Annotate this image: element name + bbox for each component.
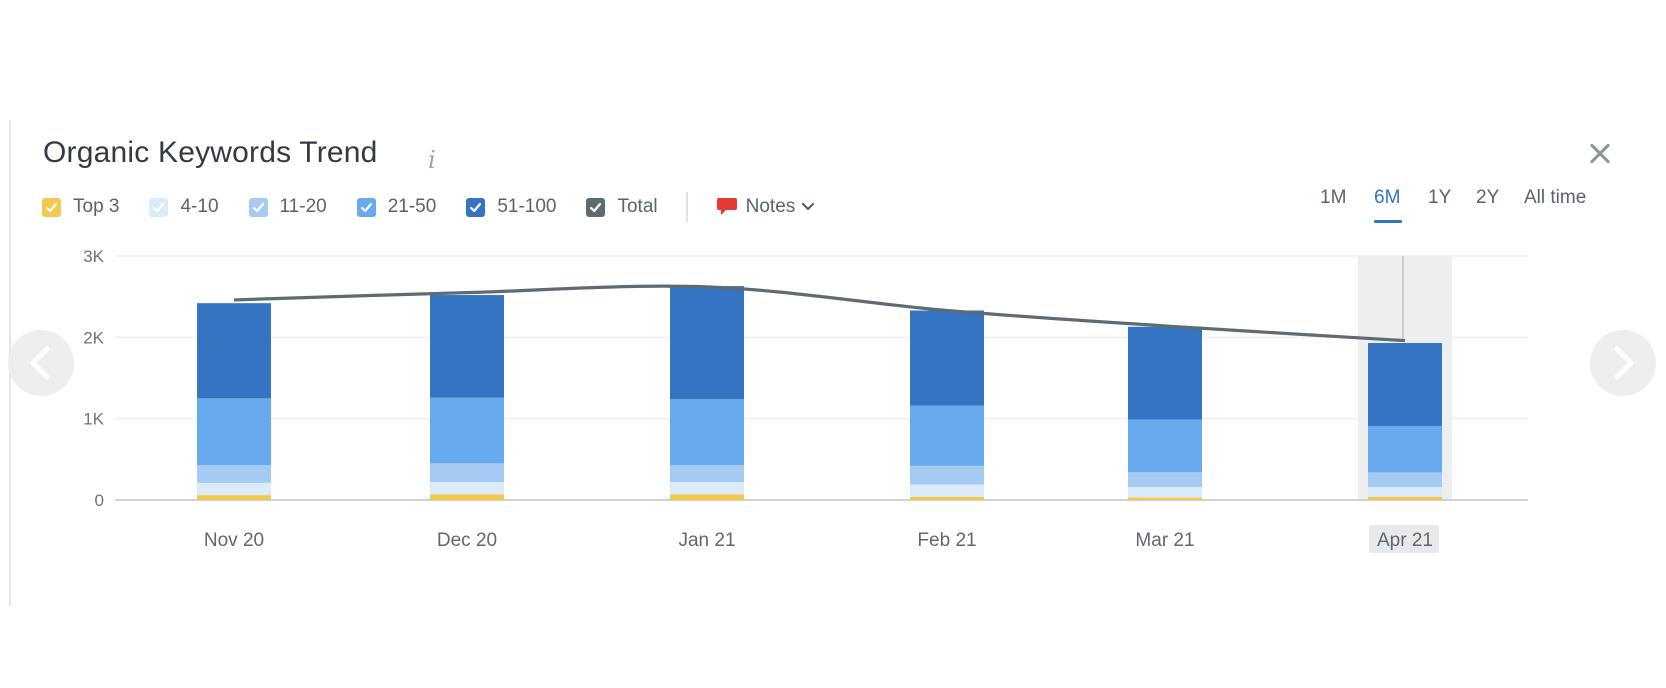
x-tick-label[interactable]: Nov 20 <box>204 530 264 551</box>
legend-label-top-3: Top 3 <box>73 196 120 217</box>
speech-bubble-icon <box>716 198 737 215</box>
bar-segment[interactable] <box>197 465 271 483</box>
bar-segment[interactable] <box>197 303 271 399</box>
bar-segment[interactable] <box>670 494 744 500</box>
bar-segment[interactable] <box>197 398 271 466</box>
previous-arrow-button[interactable] <box>8 330 74 396</box>
legend-label-11-20: 11-20 <box>279 196 327 217</box>
bar-segment[interactable] <box>910 496 984 500</box>
checkbox-icon[interactable] <box>248 197 268 217</box>
info-icon[interactable]: i <box>428 146 436 174</box>
chevron-left-icon <box>30 346 50 380</box>
x-tick-label[interactable]: Dec 20 <box>437 530 497 551</box>
bar-segment[interactable] <box>1368 496 1442 500</box>
bar-segment[interactable] <box>430 482 504 495</box>
bar-segment[interactable] <box>197 482 271 496</box>
bar-segment[interactable] <box>670 286 744 400</box>
bar-segment[interactable] <box>430 494 504 500</box>
bar-segment[interactable] <box>197 495 271 500</box>
y-tick-label: 2K <box>83 328 104 347</box>
bar-segment[interactable] <box>430 295 504 398</box>
checkbox-icon[interactable] <box>466 197 486 217</box>
bar-segment[interactable] <box>1128 497 1202 500</box>
period-1y[interactable]: 1Y <box>1428 187 1452 208</box>
bar-segment[interactable] <box>1368 486 1442 497</box>
selected-category-highlight <box>1369 525 1439 553</box>
period-1m[interactable]: 1M <box>1320 187 1347 208</box>
legend-label-4-10: 4-10 <box>180 196 219 217</box>
legend: Top 3 4-10 11-20 21-50 51-100 Total Note… <box>42 192 816 222</box>
next-arrow-button[interactable] <box>1590 330 1656 396</box>
x-tick-label[interactable]: Feb 21 <box>917 530 976 551</box>
y-tick-label: 1K <box>83 410 104 429</box>
checkbox-icon[interactable] <box>586 197 606 217</box>
notes-label: Notes <box>745 196 796 217</box>
legend-item-51-100[interactable]: 51-100 <box>466 196 556 218</box>
x-tick-label[interactable]: Apr 21 <box>1377 530 1433 551</box>
period-underline <box>1374 220 1402 223</box>
checkbox-icon[interactable] <box>149 197 169 217</box>
bar-segment[interactable] <box>1128 472 1202 487</box>
bar-segment[interactable] <box>1128 419 1202 473</box>
y-tick-label: 3K <box>83 247 104 266</box>
legend-item-top-3[interactable]: Top 3 <box>42 196 119 218</box>
chevron-right-icon <box>1614 346 1634 380</box>
legend-label-51-100: 51-100 <box>497 196 557 217</box>
bar-segment[interactable] <box>430 463 504 483</box>
checkbox-icon[interactable] <box>42 197 61 217</box>
bar-segment[interactable] <box>670 399 744 466</box>
period-6m[interactable]: 6M <box>1374 187 1401 208</box>
period-2y[interactable]: 2Y <box>1476 187 1500 208</box>
legend-divider <box>685 192 688 222</box>
bar-segment[interactable] <box>1128 326 1202 420</box>
legend-item-21-50[interactable]: 21-50 <box>356 196 437 218</box>
bar-segment[interactable] <box>1368 425 1442 473</box>
bar-segment[interactable] <box>430 397 504 464</box>
legend-item-total[interactable]: Total <box>586 196 658 218</box>
legend-label-21-50: 21-50 <box>387 196 437 217</box>
bar-segment[interactable] <box>910 484 984 497</box>
bar-segment[interactable] <box>910 465 984 485</box>
checkbox-icon[interactable] <box>356 197 376 217</box>
period-all-time[interactable]: All time <box>1524 187 1587 208</box>
bar-segment[interactable] <box>910 310 984 406</box>
total-line <box>233 284 1406 343</box>
x-tick-label[interactable]: Jan 21 <box>678 530 735 551</box>
notes-dropdown[interactable]: Notes <box>716 196 816 218</box>
legend-item-11-20[interactable]: 11-20 <box>248 196 327 218</box>
bar-segment[interactable] <box>1368 343 1442 426</box>
bar-segment[interactable] <box>1128 486 1202 498</box>
x-tick-label[interactable]: Mar 21 <box>1135 530 1194 551</box>
y-tick-label: 0 <box>95 491 104 510</box>
widget-title: Organic Keywords Trend <box>43 136 378 169</box>
chevron-down-icon <box>802 202 815 211</box>
bar-segment[interactable] <box>670 482 744 495</box>
legend-item-4-10[interactable]: 4-10 <box>149 196 219 218</box>
bar-segment[interactable] <box>670 465 744 483</box>
bar-segment[interactable] <box>1368 472 1442 487</box>
bar-segment[interactable] <box>910 405 984 466</box>
legend-label-total: Total <box>617 196 658 217</box>
